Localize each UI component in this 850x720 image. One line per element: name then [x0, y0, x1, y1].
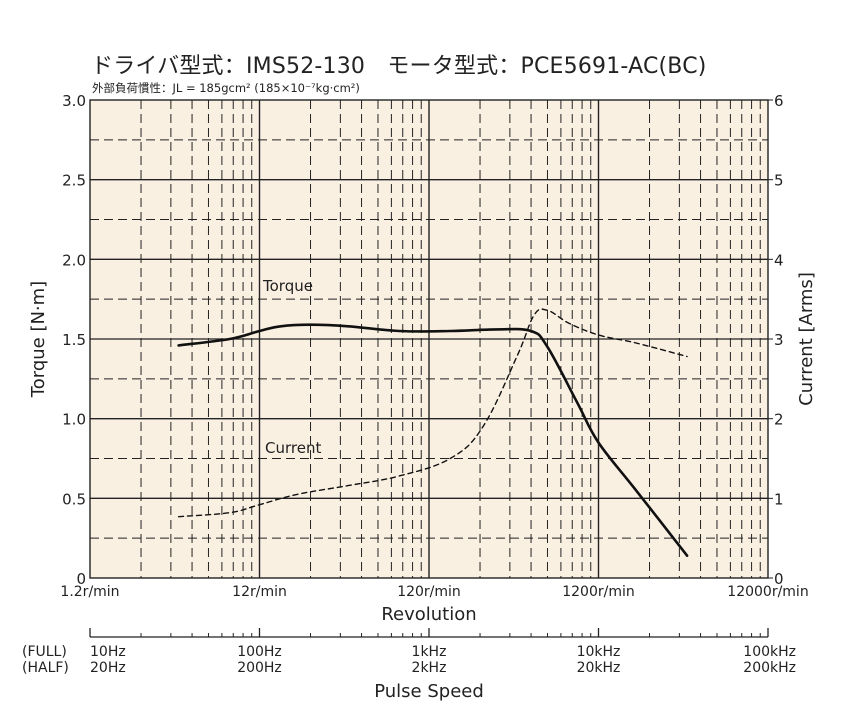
left-tick-label: 2.0: [62, 251, 86, 269]
right-axis-title: Current [Arms]: [796, 272, 817, 406]
right-tick-label: 1: [774, 490, 784, 508]
left-tick-label: 0.5: [62, 490, 86, 508]
right-tick-label: 2: [774, 411, 784, 429]
pulse-axis-title: Pulse Speed: [374, 681, 484, 702]
chart-subtitle: 外部負荷慣性：JL = 185gcm² (185×10⁻⁷kg·cm²): [92, 81, 360, 95]
current-curve: [177, 308, 688, 518]
pulse-full-tick-label: 100Hz: [237, 644, 282, 660]
left-tick-label: 1.5: [62, 331, 86, 349]
pulse-half-tick-label: 2kHz: [412, 660, 447, 676]
torque-curve: [177, 323, 689, 557]
right-tick-label: 3: [774, 331, 784, 349]
x-tick-label: 1.2r/min: [60, 584, 119, 600]
pulse-full-tick-label: 100kHz: [743, 644, 796, 660]
x-axis-title: Revolution: [381, 604, 476, 625]
right-tick-label: 6: [774, 92, 784, 110]
x-tick-label: 1200r/min: [562, 584, 635, 600]
pulse-half-tick-label: 200Hz: [237, 660, 282, 676]
pulse-half-row-label: (HALF): [22, 660, 69, 676]
chart-title: ドライバ型式：IMS52-130 モータ型式：PCE5691-AC(BC): [91, 54, 707, 79]
pulse-full-tick-label: 1kHz: [412, 644, 447, 660]
pulse-full-tick-label: 10Hz: [90, 644, 126, 660]
right-tick-label: 5: [774, 172, 784, 190]
right-tick-label: 0: [774, 570, 784, 588]
left-tick-label: 3.0: [62, 92, 86, 110]
pulse-half-tick-label: 200kHz: [743, 660, 796, 676]
pulse-half-tick-label: 20kHz: [577, 660, 621, 676]
pulse-half-tick-label: 20Hz: [90, 660, 126, 676]
x-tick-label: 120r/min: [397, 584, 461, 600]
right-tick-label: 4: [774, 251, 784, 269]
left-tick-label: 0: [76, 570, 86, 588]
current-curve-label: Current: [265, 439, 321, 457]
pulse-full-tick-label: 10kHz: [577, 644, 621, 660]
left-axis-title: Torque [N·m]: [28, 281, 49, 398]
left-tick-label: 2.5: [62, 172, 86, 190]
left-tick-label: 1.0: [62, 411, 86, 429]
pulse-full-row-label: (FULL): [22, 644, 67, 660]
x-tick-label: 12r/min: [232, 584, 287, 600]
x-tick-label: 12000r/min: [727, 584, 808, 600]
torque-curve-label: Torque: [262, 277, 313, 295]
